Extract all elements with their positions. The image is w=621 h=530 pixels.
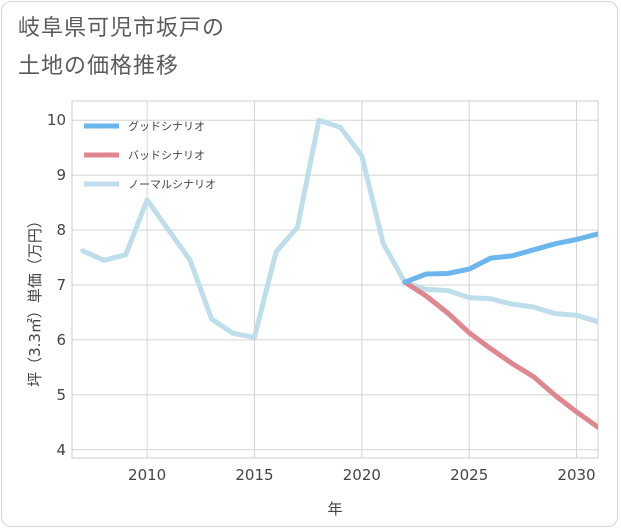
legend-label: ノーマルシナリオ	[128, 178, 216, 191]
grid	[72, 101, 598, 458]
series-line-1	[402, 231, 598, 285]
legend-label: バッドシナリオ	[128, 149, 205, 162]
chart-title-line-1: 岐阜県可児市坂戸の	[18, 16, 226, 41]
y-axis-label: 坪（3.3㎡）単価（万円）	[26, 213, 44, 387]
y-tick-label: 10	[47, 111, 66, 129]
y-tick-label: 5	[56, 386, 66, 404]
plot-area	[71, 100, 599, 459]
y-tick-label: 7	[56, 276, 66, 294]
series-lines	[80, 117, 598, 430]
x-tick-label: 2020	[343, 466, 381, 484]
x-tick-label: 2030	[557, 466, 595, 484]
tick-labels: 4 5 6 7 8 9 10 2010 2015 2020 2025 2030	[47, 111, 596, 484]
x-tick-label: 2025	[450, 466, 488, 484]
series-line-2	[402, 279, 598, 430]
y-tick-label: 8	[56, 221, 66, 239]
series-line-3	[80, 117, 598, 340]
chart-title-line-2: 土地の価格推移	[18, 54, 180, 79]
legend-label: グッドシナリオ	[128, 119, 205, 133]
x-axis-label: 年	[327, 500, 342, 518]
y-tick-label: 9	[56, 166, 66, 184]
y-tick-label: 4	[56, 441, 66, 459]
x-tick-label: 2010	[128, 466, 166, 484]
x-tick-label: 2015	[235, 466, 273, 484]
y-tick-label: 6	[56, 331, 66, 349]
